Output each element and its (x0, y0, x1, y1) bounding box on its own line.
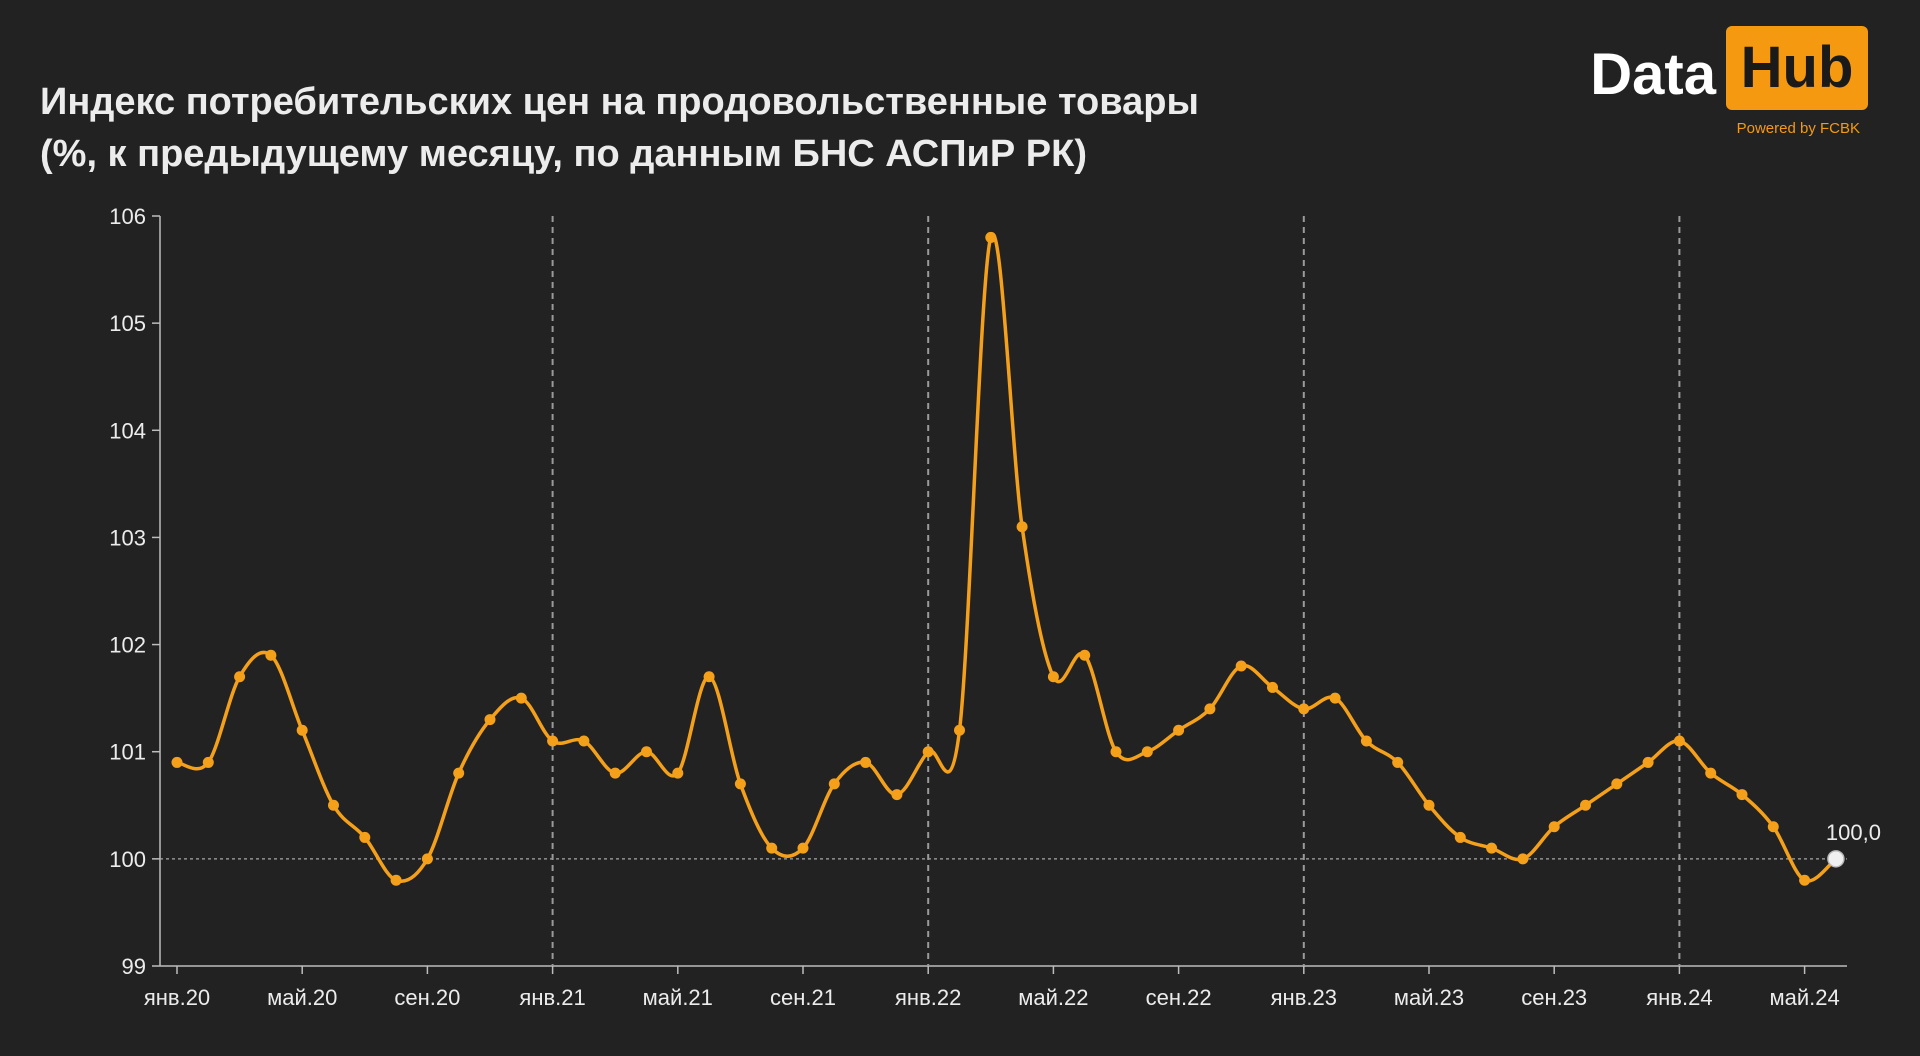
data-point (734, 778, 746, 790)
datahub-logo: Data Hub Powered by FCBK (1568, 26, 1868, 141)
data-point (922, 746, 934, 758)
data-point (985, 231, 997, 243)
chart-title-line-1: Индекс потребительских цен на продовольс… (40, 81, 1199, 123)
data-point (1267, 681, 1278, 693)
data-point (265, 649, 277, 661)
data-point (296, 724, 308, 736)
x-tick-label: янв.22 (895, 985, 961, 1010)
data-point (1141, 746, 1153, 758)
data-point (797, 842, 809, 854)
data-point (860, 756, 872, 768)
data-point (1047, 671, 1059, 683)
x-tick-label: сен.20 (394, 985, 460, 1010)
last-data-point (1827, 850, 1845, 868)
data-point (578, 735, 590, 747)
x-tick-label: янв.23 (1271, 985, 1337, 1010)
data-point (891, 789, 903, 801)
series-line (175, 232, 1838, 883)
data-point (515, 692, 527, 704)
data-point (1110, 746, 1122, 758)
data-point (828, 778, 840, 790)
data-point (1642, 756, 1654, 768)
x-tick-label: май.20 (267, 985, 337, 1010)
x-tick-label: май.23 (1394, 985, 1464, 1010)
data-point (1580, 799, 1591, 811)
data-point (1298, 703, 1310, 715)
data-point (1611, 778, 1623, 790)
data-point (1736, 789, 1748, 801)
y-tick-label: 100 (109, 847, 146, 872)
chart-title: Индекс потребительских цен на продовольс… (40, 76, 1340, 180)
data-point (421, 853, 433, 865)
data-point (641, 746, 652, 758)
data-point (1016, 521, 1028, 533)
data-point (484, 714, 496, 726)
data-point (1423, 799, 1435, 811)
data-point (766, 842, 778, 854)
x-tick-label: сен.22 (1146, 985, 1212, 1010)
data-point (609, 767, 621, 779)
x-tick-label: янв.20 (144, 985, 210, 1010)
x-tick-label: сен.21 (770, 985, 836, 1010)
data-point (954, 724, 965, 736)
data-point (359, 831, 371, 843)
x-tick-label: янв.24 (1646, 985, 1712, 1010)
logo-word-data: Data (1590, 42, 1716, 107)
data-point (1486, 842, 1498, 854)
data-point (1767, 821, 1779, 833)
y-tick-label: 101 (109, 740, 146, 765)
y-tick-label: 106 (109, 204, 146, 229)
data-point (1799, 874, 1811, 886)
x-tick-label: май.24 (1769, 985, 1839, 1010)
y-tick-label: 99 (122, 954, 146, 979)
data-point (1079, 649, 1091, 661)
y-tick-label: 105 (109, 311, 146, 336)
data-point (1360, 735, 1372, 747)
data-point (1392, 756, 1404, 768)
chart-title-line-2: (%, к предыдущему месяцу, по данным БНС … (40, 133, 1087, 175)
data-point (1329, 692, 1341, 704)
last-value-label: 100,0 (1826, 820, 1881, 845)
data-point (1204, 703, 1216, 715)
data-point (672, 767, 684, 779)
data-point (1673, 735, 1685, 747)
logo-tagline: Powered by FCBK (1736, 120, 1860, 137)
y-tick-label: 104 (109, 418, 146, 443)
data-point (1705, 767, 1717, 779)
data-point (1173, 724, 1185, 736)
data-point (703, 671, 715, 683)
data-point (547, 735, 559, 747)
x-tick-label: янв.21 (519, 985, 585, 1010)
data-point (1548, 821, 1560, 833)
data-point (202, 756, 214, 768)
y-tick-label: 103 (109, 525, 146, 550)
x-tick-label: сен.23 (1521, 985, 1587, 1010)
data-point (1517, 853, 1529, 865)
logo-word-hub: Hub (1726, 26, 1868, 110)
data-point (171, 756, 183, 768)
data-point (390, 874, 402, 886)
data-point (234, 671, 246, 683)
y-tick-label: 102 (109, 633, 146, 658)
data-point (328, 799, 339, 811)
x-tick-label: май.21 (643, 985, 713, 1010)
data-point (453, 767, 465, 779)
data-point (1454, 831, 1466, 843)
x-tick-label: май.22 (1018, 985, 1088, 1010)
data-point (1235, 660, 1247, 672)
